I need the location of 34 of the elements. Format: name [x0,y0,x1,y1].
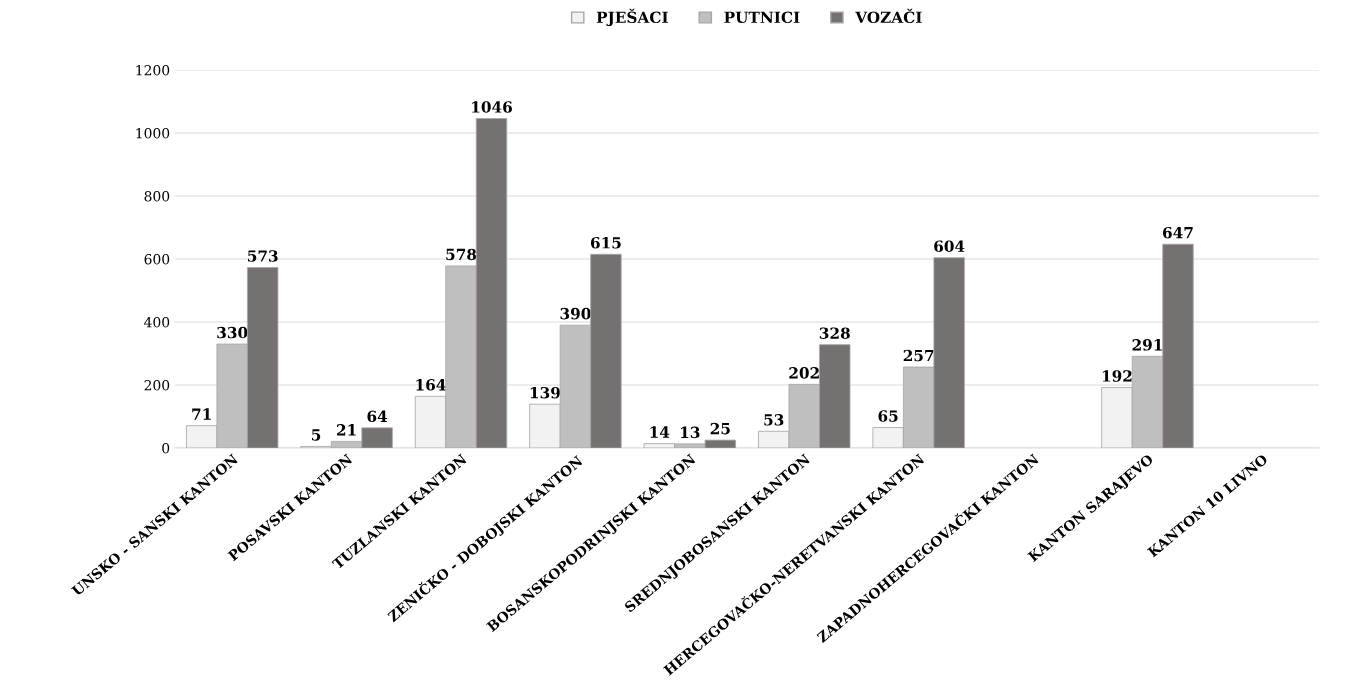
data-label: 21 [336,424,356,436]
data-label: 14 [650,426,670,438]
data-label: 330 [217,326,248,339]
data-label: 164 [416,379,446,391]
data-label: 53 [764,414,784,426]
legend-label: PJEŠACI [596,8,668,27]
data-label: 291 [1132,339,1162,351]
data-label: 65 [878,410,898,422]
data-label: 71 [192,408,211,420]
data-label: 647 [1162,226,1193,239]
data-label: 328 [819,327,850,339]
data-label: 5 [312,429,321,441]
data-label: 1046 [472,101,512,113]
y-tick-label: 600 [144,253,170,265]
data-label: 390 [560,307,591,320]
data-label: 139 [530,386,560,399]
y-tick-label: 0 [162,442,170,454]
y-tick-label: 400 [144,316,170,328]
data-label: 573 [248,250,278,262]
data-label: 604 [934,240,965,252]
data-label: 13 [681,426,700,439]
data-label: 257 [903,349,934,362]
data-label: 64 [367,410,388,423]
data-label: 25 [710,422,730,435]
data-label: 202 [789,367,819,379]
legend-label: VOZAČI [855,8,922,24]
data-label: 615 [590,236,621,249]
y-tick-label: 1000 [136,127,170,139]
data-label: 192 [1102,370,1132,382]
legend-label: PUTNICI [724,11,800,24]
data-label: 578 [446,248,477,261]
y-tick-label: 1200 [136,64,170,76]
y-tick-label: 200 [144,379,170,391]
y-tick-label: 800 [144,190,170,202]
